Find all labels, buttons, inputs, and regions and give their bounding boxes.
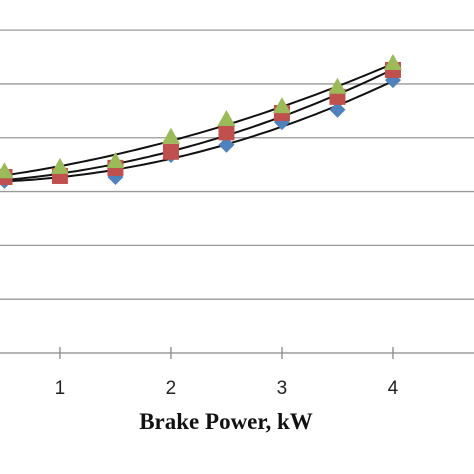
point [50, 157, 69, 174]
point [218, 136, 235, 153]
point [328, 77, 347, 94]
point [217, 109, 236, 126]
point [383, 54, 402, 71]
point [0, 162, 14, 179]
point [161, 127, 180, 144]
x-axis-title: Brake Power, kW [139, 409, 313, 434]
x-tick-label: 3 [277, 378, 288, 399]
point [162, 143, 179, 160]
x-tick-label: 4 [388, 378, 399, 399]
point [272, 97, 291, 114]
point [218, 124, 235, 141]
point [106, 151, 125, 168]
x-tick-label: 2 [166, 378, 177, 399]
x-tick-label: 1 [55, 378, 66, 399]
point [329, 101, 346, 118]
